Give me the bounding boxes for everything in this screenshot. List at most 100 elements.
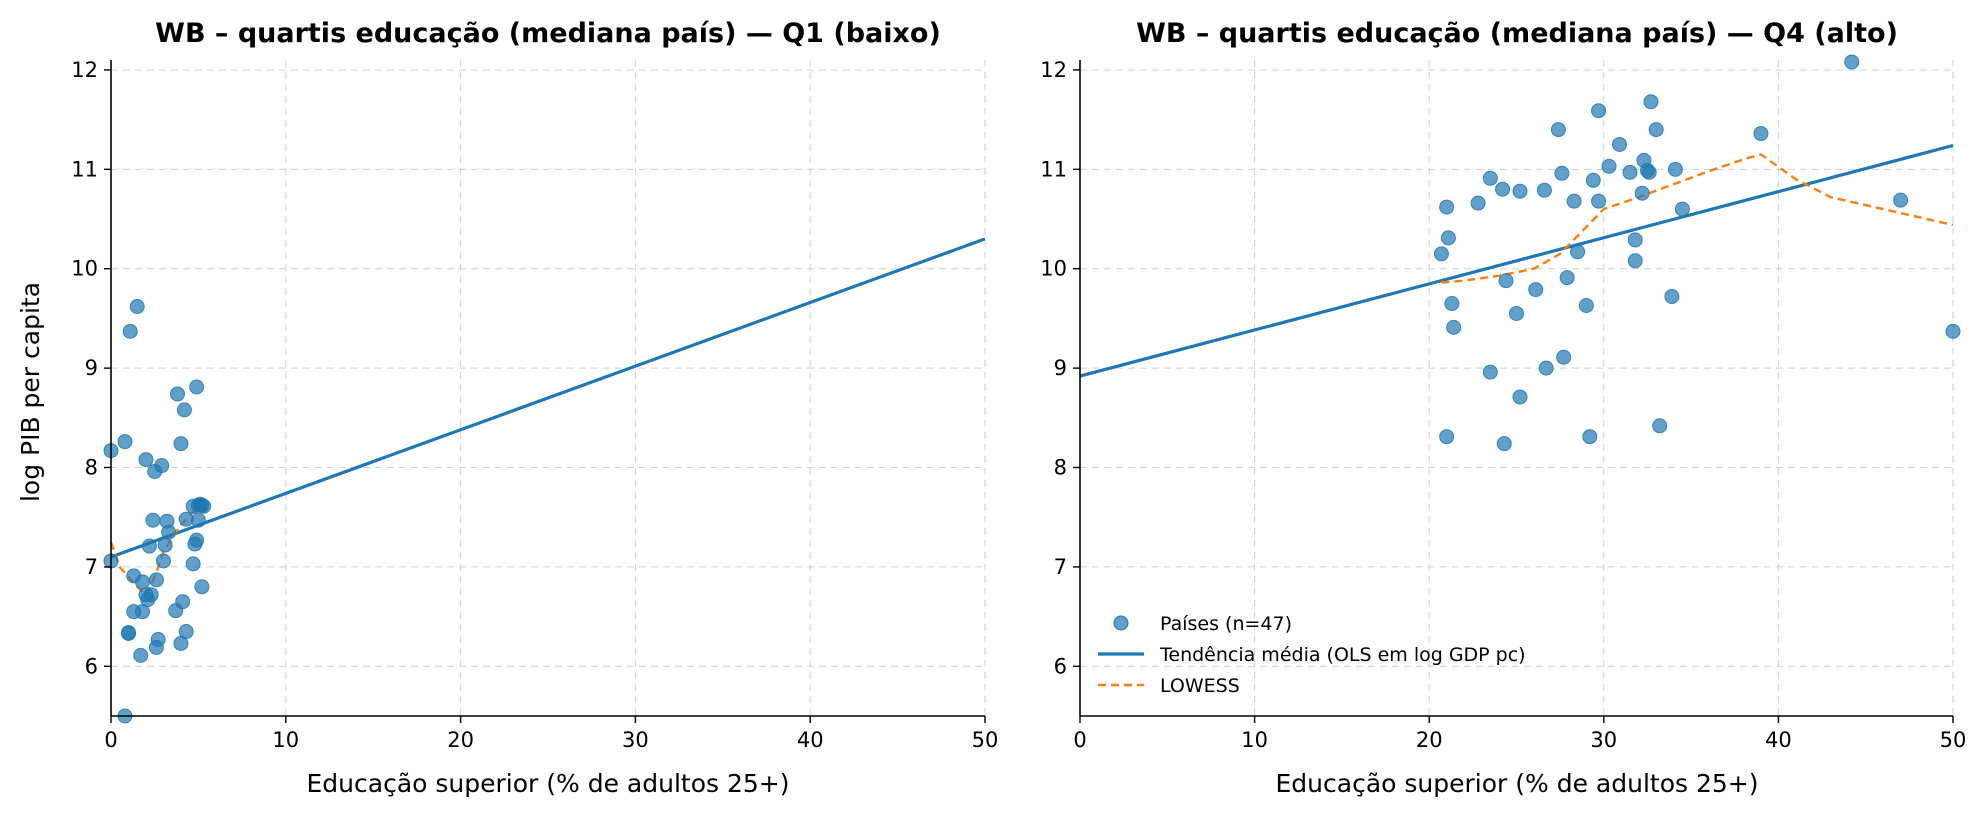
data-point-q1 <box>143 587 159 603</box>
x-tick-label: 30 <box>622 728 649 752</box>
data-point-q4 <box>1582 429 1598 445</box>
data-point-q4 <box>1844 54 1860 70</box>
data-point-q4 <box>1439 429 1455 445</box>
data-point-q4 <box>1634 185 1650 201</box>
y-tick-label: 9 <box>85 356 98 380</box>
panel-q4-points <box>1433 54 1961 452</box>
data-point-q1 <box>189 379 205 395</box>
data-point-q1 <box>175 594 191 610</box>
data-point-q4 <box>1439 199 1455 215</box>
panel-q4-lines <box>1079 143 1954 378</box>
data-point-q4 <box>1753 126 1769 142</box>
data-point-q4 <box>1528 282 1544 298</box>
data-point-q1 <box>155 553 171 569</box>
data-point-q4 <box>1641 164 1657 180</box>
legend-ols-label: Tendência média (OLS em log GDP pc) <box>1159 644 1526 666</box>
x-tick-label: 40 <box>1765 728 1792 752</box>
panel-q1-axes: 0 10 20 30 40 50 6 7 8 9 10 11 12 <box>71 58 998 752</box>
data-point-q4 <box>1433 246 1449 262</box>
y-tick-label: 10 <box>71 257 98 281</box>
data-point-q4 <box>1538 360 1554 376</box>
data-point-q4 <box>1667 161 1683 177</box>
data-point-q4 <box>1612 136 1628 152</box>
data-point-q1 <box>120 625 136 641</box>
data-point-q4 <box>1550 122 1566 138</box>
data-point-q4 <box>1591 193 1607 209</box>
data-point-q1 <box>145 512 161 528</box>
data-point-q1 <box>157 537 173 553</box>
data-point-q4 <box>1495 181 1511 197</box>
data-point-q1 <box>178 624 194 640</box>
panel-q1-grid <box>110 60 986 716</box>
data-point-q4 <box>1512 389 1528 405</box>
data-point-q4 <box>1591 103 1607 119</box>
data-point-q4 <box>1627 253 1643 269</box>
panel-q4-xlabel: Educação superior (% de adultos 25+) <box>1276 769 1759 798</box>
data-point-q4 <box>1556 349 1572 365</box>
data-point-q1 <box>161 524 177 540</box>
data-point-q4 <box>1444 296 1460 312</box>
data-point-q4 <box>1893 192 1909 208</box>
data-point-q4 <box>1585 172 1601 188</box>
data-point-q4 <box>1536 182 1552 198</box>
y-tick-label: 12 <box>71 58 98 82</box>
data-point-q1 <box>189 532 205 548</box>
data-point-q1 <box>117 434 133 450</box>
lowess-curve-q4 <box>1441 153 1954 284</box>
data-point-q1 <box>134 574 150 590</box>
data-point-q4 <box>1554 165 1570 181</box>
data-point-q4 <box>1559 270 1575 286</box>
data-point-q1 <box>138 452 154 468</box>
y-tick-label: 7 <box>1054 555 1067 579</box>
x-tick-label: 10 <box>1241 728 1268 752</box>
y-tick-label: 12 <box>1040 58 1067 82</box>
y-tick-label: 11 <box>1040 157 1067 181</box>
data-point-q4 <box>1570 244 1586 260</box>
data-point-q1 <box>129 298 145 314</box>
data-point-q4 <box>1627 232 1643 248</box>
legend-points-label: Países (n=47) <box>1160 613 1292 635</box>
panel-q1-points <box>103 298 212 724</box>
data-point-q1 <box>185 556 201 572</box>
x-tick-label: 50 <box>1940 728 1967 752</box>
y-tick-label: 6 <box>1054 654 1067 678</box>
data-point-q4 <box>1622 164 1638 180</box>
x-tick-label: 0 <box>104 728 117 752</box>
x-tick-label: 50 <box>972 728 999 752</box>
data-point-q1 <box>176 402 192 418</box>
x-tick-label: 40 <box>797 728 824 752</box>
data-point-q1 <box>133 647 149 663</box>
data-point-q4 <box>1470 195 1486 211</box>
y-tick-label: 8 <box>1054 456 1067 480</box>
data-point-q4 <box>1446 319 1462 335</box>
legend: Países (n=47) Tendência média (OLS em lo… <box>1098 613 1526 697</box>
y-tick-label: 10 <box>1040 257 1067 281</box>
y-tick-label: 8 <box>85 456 98 480</box>
data-point-q4 <box>1498 273 1514 289</box>
x-tick-label: 20 <box>1416 728 1443 752</box>
data-point-q1 <box>196 498 212 514</box>
data-point-q1 <box>169 386 185 402</box>
panel-q1-xlabel: Educação superior (% de adultos 25+) <box>307 769 790 798</box>
panel-q4-high: WB – quartis educação (mediana país) — Q… <box>1040 18 1966 798</box>
panel-q4-title: WB – quartis educação (mediana país) — Q… <box>1136 18 1898 49</box>
data-point-q4 <box>1643 94 1659 110</box>
y-tick-label: 6 <box>85 654 98 678</box>
data-point-q4 <box>1601 158 1617 174</box>
x-tick-label: 30 <box>1590 728 1617 752</box>
panel-q4-axes: 0 10 20 30 40 50 6 7 8 9 10 11 12 <box>1040 58 1966 752</box>
legend-points-marker <box>1113 615 1129 631</box>
y-tick-label: 11 <box>71 157 98 181</box>
data-point-q1 <box>173 436 189 452</box>
data-point-q1 <box>150 631 166 647</box>
data-point-q4 <box>1566 193 1582 209</box>
data-point-q4 <box>1509 305 1524 321</box>
data-point-q1 <box>122 323 138 339</box>
x-tick-label: 20 <box>447 728 474 752</box>
panel-q1-title: WB – quartis educação (mediana país) — Q… <box>155 18 941 49</box>
data-point-q4 <box>1482 170 1498 186</box>
y-tick-label: 9 <box>1054 356 1067 380</box>
ols-trend-line-q1 <box>110 237 986 559</box>
